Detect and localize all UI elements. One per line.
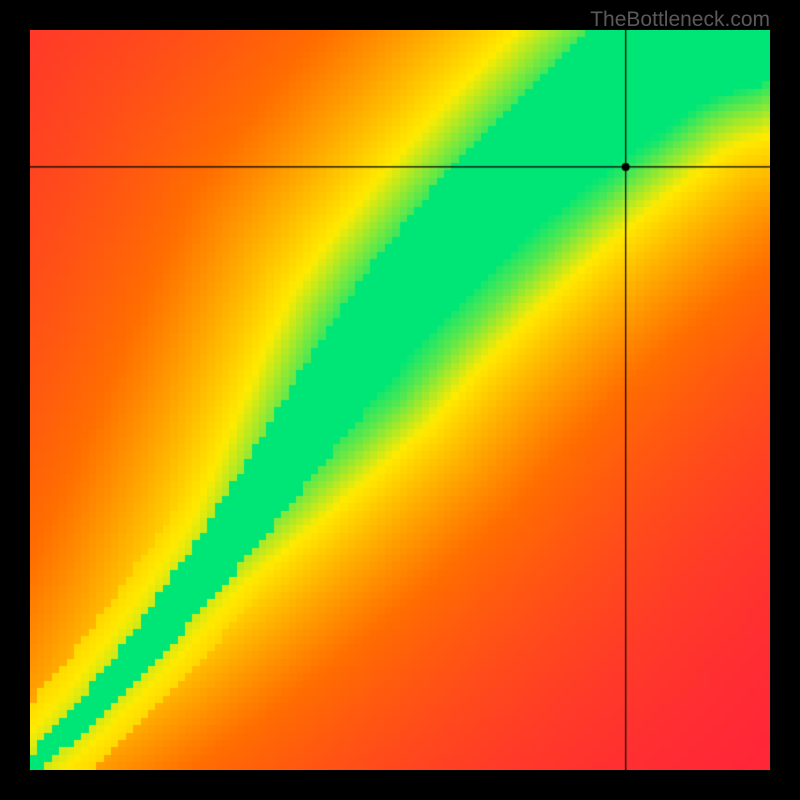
chart-container: TheBottleneck.com (0, 0, 800, 800)
watermark-text: TheBottleneck.com (590, 8, 770, 32)
heatmap-canvas (30, 30, 770, 770)
